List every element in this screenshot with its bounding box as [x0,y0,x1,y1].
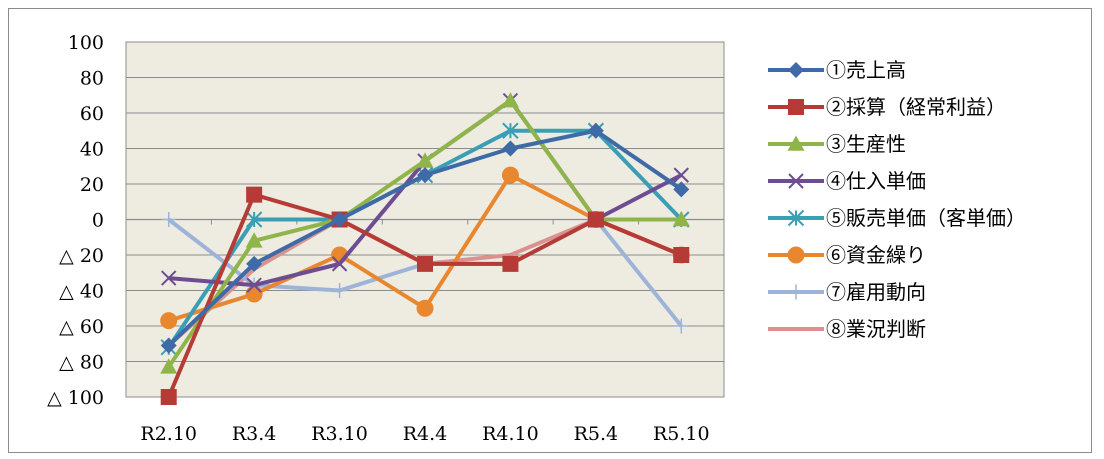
data-point-marker [673,318,689,334]
data-point-marker [788,284,804,300]
x-axis-tick-labels: R2.10 R3.4 R3.10 R4.4 R4.10 R5.4 R5.10 [140,423,709,445]
data-point-marker [788,173,804,189]
data-point-marker [673,181,690,198]
legend-label: ②採算（経常利益） [826,95,1006,119]
data-point-marker [417,255,433,272]
legend-item: ⑦雇用動向 [768,280,926,304]
x-tick-label: R4.10 [482,423,539,445]
data-point-marker [787,135,805,151]
legend-item: ④仕入単価 [768,169,926,193]
data-point-marker [332,283,348,298]
legend-label: ⑦雇用動向 [826,280,926,304]
legend-label: ④仕入単価 [826,169,926,193]
data-point-marker [161,212,177,227]
data-point-marker [246,277,262,293]
y-tick-label: 60 [80,103,104,125]
data-point-marker [245,232,263,248]
legend-label: ⑧業況判断 [826,317,926,341]
x-tick-label: R3.10 [311,423,368,445]
data-point-marker [417,167,433,184]
data-point-marker [787,246,805,264]
x-tick-label: R5.4 [574,423,619,445]
data-point-marker [587,211,604,228]
data-point-marker [160,312,178,330]
data-point-marker [788,62,804,78]
legend-label: ③生産性 [826,132,906,156]
legend-item: ⑥資金繰り [768,243,926,267]
y-tick-label: △ 60 [59,316,104,338]
y-tick-label: 80 [80,68,104,90]
y-tick-label: △ 40 [59,281,104,303]
data-point-marker [416,152,434,168]
data-point-marker [502,255,519,272]
legend-item: ②採算（経常利益） [768,95,1006,119]
y-tick-label: △ 100 [47,387,104,409]
data-point-marker [160,389,177,405]
data-point-marker [502,140,519,157]
legend-item: ①売上高 [768,58,906,82]
data-point-marker [161,270,177,286]
y-tick-label: 20 [80,174,104,196]
data-point-marker [587,122,604,139]
legend: ①売上高 ②採算（経常利益） ③生産性 ④仕入単価 ⑤販売単価（客単価） ⑥資金繰り ⑦雇用… [768,58,1026,341]
y-tick-label: △ 20 [59,245,104,267]
y-tick-label: 40 [80,139,104,161]
data-point-marker [501,92,519,108]
data-point-marker [672,211,690,227]
data-point-marker [501,166,519,184]
data-point-marker [245,285,263,303]
series-lines [160,92,690,405]
series-1 [160,122,690,354]
x-tick-label: R4.4 [403,423,448,445]
data-point-marker [160,337,177,354]
data-point-marker [416,299,434,317]
series-2 [160,186,690,405]
data-point-marker [246,186,263,203]
legend-label: ⑥資金繰り [826,243,926,267]
data-point-marker [160,358,178,374]
data-point-marker [246,255,263,272]
data-point-marker [331,211,348,228]
data-point-marker [245,211,263,228]
y-tick-label: △ 80 [59,352,104,374]
x-tick-label: R5.10 [653,423,710,445]
data-point-marker [331,256,348,272]
legend-item: ⑤販売単価（客単価） [768,206,1026,230]
legend-item: ⑧業況判断 [768,317,926,341]
legend-label: ①売上高 [826,58,906,82]
y-tick-label: 100 [68,32,104,54]
legend-label: ⑤販売単価（客単価） [826,206,1026,230]
y-axis-tick-labels: 100 80 60 40 20 0 △ 20 △ 40 △ 60 △ 80 △ 100 [47,32,104,409]
legend-item: ③生産性 [768,132,906,156]
data-point-marker [673,167,689,183]
data-point-marker [673,247,690,263]
y-tick-label: 0 [92,210,104,232]
data-point-marker [787,209,805,227]
data-point-marker [788,99,804,115]
x-tick-label: R2.10 [140,423,197,445]
data-point-marker [502,122,519,139]
x-tick-label: R3.4 [232,423,277,445]
